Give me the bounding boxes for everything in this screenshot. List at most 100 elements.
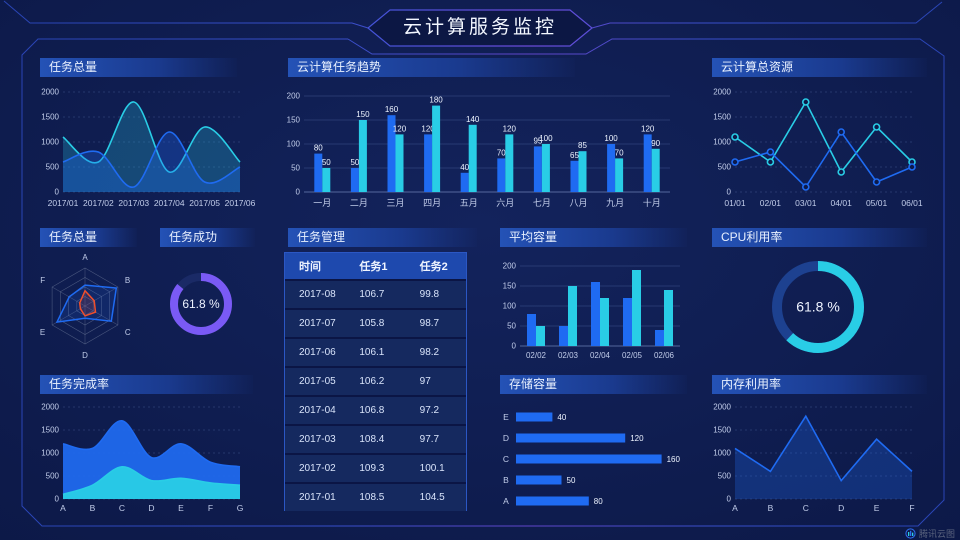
svg-text:1000: 1000 <box>41 449 59 458</box>
panel-cloud-task-trend: 云计算任务趋势 0 50 100 150 200 80 50 160 120 40 70 95 65 10… <box>284 58 676 216</box>
table-row: 2017-04 106.8 97.2 <box>285 397 466 424</box>
table-cell: 98.7 <box>419 318 440 329</box>
panel-title-text: 任务成功 <box>169 230 218 244</box>
chart-task-total-area: 0 500 1000 1500 2000 2017/01 2017/02 2017/03 201… <box>36 80 255 221</box>
svg-text:50: 50 <box>291 164 300 173</box>
table-cell: 2017-01 <box>299 492 336 503</box>
svg-text:200: 200 <box>287 92 301 101</box>
table-row: 2017-03 108.4 97.7 <box>285 426 466 453</box>
svg-text:02/04: 02/04 <box>590 351 611 360</box>
svg-text:65: 65 <box>570 151 579 160</box>
panel-title-text: 存储容量 <box>509 377 558 391</box>
svg-text:B: B <box>768 503 774 513</box>
svg-text:D: D <box>148 503 154 513</box>
chart-storage-hbars: E 40 D 120 C 160 B 50 A 80 <box>496 397 686 522</box>
chart-memory-line: 0 500 1000 1500 2000 A B C D E F <box>708 397 918 522</box>
table-cell: 97.2 <box>419 405 440 416</box>
svg-text:C: C <box>503 454 509 464</box>
svg-text:0: 0 <box>55 188 60 197</box>
svg-text:2017/03: 2017/03 <box>118 198 149 208</box>
panel-title: CPU利用率 <box>712 228 927 247</box>
svg-text:G: G <box>237 503 244 513</box>
svg-text:02/03: 02/03 <box>558 351 579 360</box>
panel-storage: 存储容量 E 40 D 120 C 160 B 50 A 80 <box>496 375 687 517</box>
svg-text:100: 100 <box>539 134 553 143</box>
table-cell: 2017-04 <box>299 405 336 416</box>
table-row: 2017-07 105.8 98.7 <box>285 310 466 337</box>
svg-text:120: 120 <box>421 124 435 133</box>
svg-text:80: 80 <box>314 144 323 153</box>
svg-text:十月: 十月 <box>643 197 661 208</box>
table-row: 2017-05 106.2 97 <box>285 368 466 395</box>
panel-title-text: 云计算总资源 <box>721 60 794 74</box>
table-cell: 106.1 <box>359 347 385 358</box>
table-cell: 108.5 <box>359 492 385 503</box>
table-cell: 104.5 <box>419 492 445 503</box>
svg-text:70: 70 <box>615 148 624 157</box>
svg-text:B: B <box>503 475 509 485</box>
svg-text:02/02: 02/02 <box>526 351 547 360</box>
svg-text:06/01: 06/01 <box>901 198 923 208</box>
svg-text:05/01: 05/01 <box>866 198 888 208</box>
cloud-logo-icon <box>905 528 916 539</box>
svg-text:B: B <box>90 503 96 513</box>
page-title: 云计算服务监控 <box>402 17 557 38</box>
svg-text:500: 500 <box>46 472 60 481</box>
svg-text:90: 90 <box>651 139 660 148</box>
svg-text:F: F <box>208 503 213 513</box>
svg-text:A: A <box>60 503 66 513</box>
table-cell: 108.4 <box>359 434 385 445</box>
svg-text:50: 50 <box>322 158 331 167</box>
panel-title-text: 任务管理 <box>297 230 346 244</box>
table-cell: 2017-05 <box>299 376 336 387</box>
svg-text:A: A <box>503 496 509 506</box>
svg-text:150: 150 <box>287 116 301 125</box>
table-header-cell: 任务2 <box>419 261 448 273</box>
panel-title: 任务总量 <box>40 58 237 77</box>
panel-task-total-radar: 任务总量 A B C D E F <box>36 228 137 368</box>
table-header-row: 时间 任务1 任务2 <box>285 253 466 279</box>
svg-text:02/05: 02/05 <box>622 351 643 360</box>
svg-text:E: E <box>503 412 509 422</box>
svg-text:61.8 %: 61.8 % <box>182 297 220 311</box>
svg-text:120: 120 <box>503 124 517 133</box>
chart-task-completion-area: 0 500 1000 1500 2000 A B C D E F G <box>36 397 246 522</box>
chart-radar: A B C D E F <box>36 250 131 373</box>
svg-text:2017/06: 2017/06 <box>225 198 256 208</box>
panel-title: 任务管理 <box>288 228 477 247</box>
svg-text:A: A <box>732 503 738 513</box>
panel-title: 内存利用率 <box>712 375 927 394</box>
table-cell: 2017-06 <box>299 347 336 358</box>
svg-text:1500: 1500 <box>41 113 59 122</box>
task-table-grid: 时间 任务1 任务2 2017-08 106.7 99.8 2017-07 105.8 98.7… <box>284 252 467 511</box>
svg-text:1000: 1000 <box>713 449 731 458</box>
svg-text:D: D <box>838 503 844 513</box>
panel-title-text: 任务总量 <box>49 230 98 244</box>
table-cell: 2017-03 <box>299 434 336 445</box>
panel-avg-capacity: 平均容量 0 50 100 150 200 02/02 02/03 02/04 02/05 02/… <box>496 228 687 368</box>
svg-text:C: C <box>803 503 809 513</box>
panel-task-success: 任务成功 61.8 % <box>156 228 255 368</box>
svg-text:03/01: 03/01 <box>795 198 817 208</box>
svg-text:61.8 %: 61.8 % <box>796 299 840 315</box>
panel-title: 存储容量 <box>500 375 687 394</box>
svg-text:100: 100 <box>503 302 517 311</box>
panel-title: 任务总量 <box>40 228 137 247</box>
panel-task-total-trend: 任务总量 0 500 1000 1500 2000 2017/01 2017/02 2017/… <box>36 58 256 216</box>
svg-text:180: 180 <box>429 96 443 105</box>
table-cell: 2017-02 <box>299 463 336 474</box>
table-row: 2017-02 109.3 100.1 <box>285 455 466 482</box>
svg-text:0: 0 <box>55 495 60 504</box>
svg-text:八月: 八月 <box>569 198 587 208</box>
svg-text:1500: 1500 <box>713 426 731 435</box>
svg-text:200: 200 <box>503 262 517 271</box>
panel-memory-usage: 内存利用率 0 500 1000 1500 2000 A B C D E F <box>708 375 927 517</box>
table-cell: 99.8 <box>419 289 440 300</box>
svg-text:1500: 1500 <box>713 113 731 122</box>
svg-text:160: 160 <box>385 105 399 114</box>
table-header-cell: 任务1 <box>359 261 388 273</box>
svg-text:150: 150 <box>356 110 370 119</box>
svg-text:四月: 四月 <box>423 198 441 208</box>
svg-text:85: 85 <box>578 141 587 150</box>
svg-text:E: E <box>874 503 880 513</box>
